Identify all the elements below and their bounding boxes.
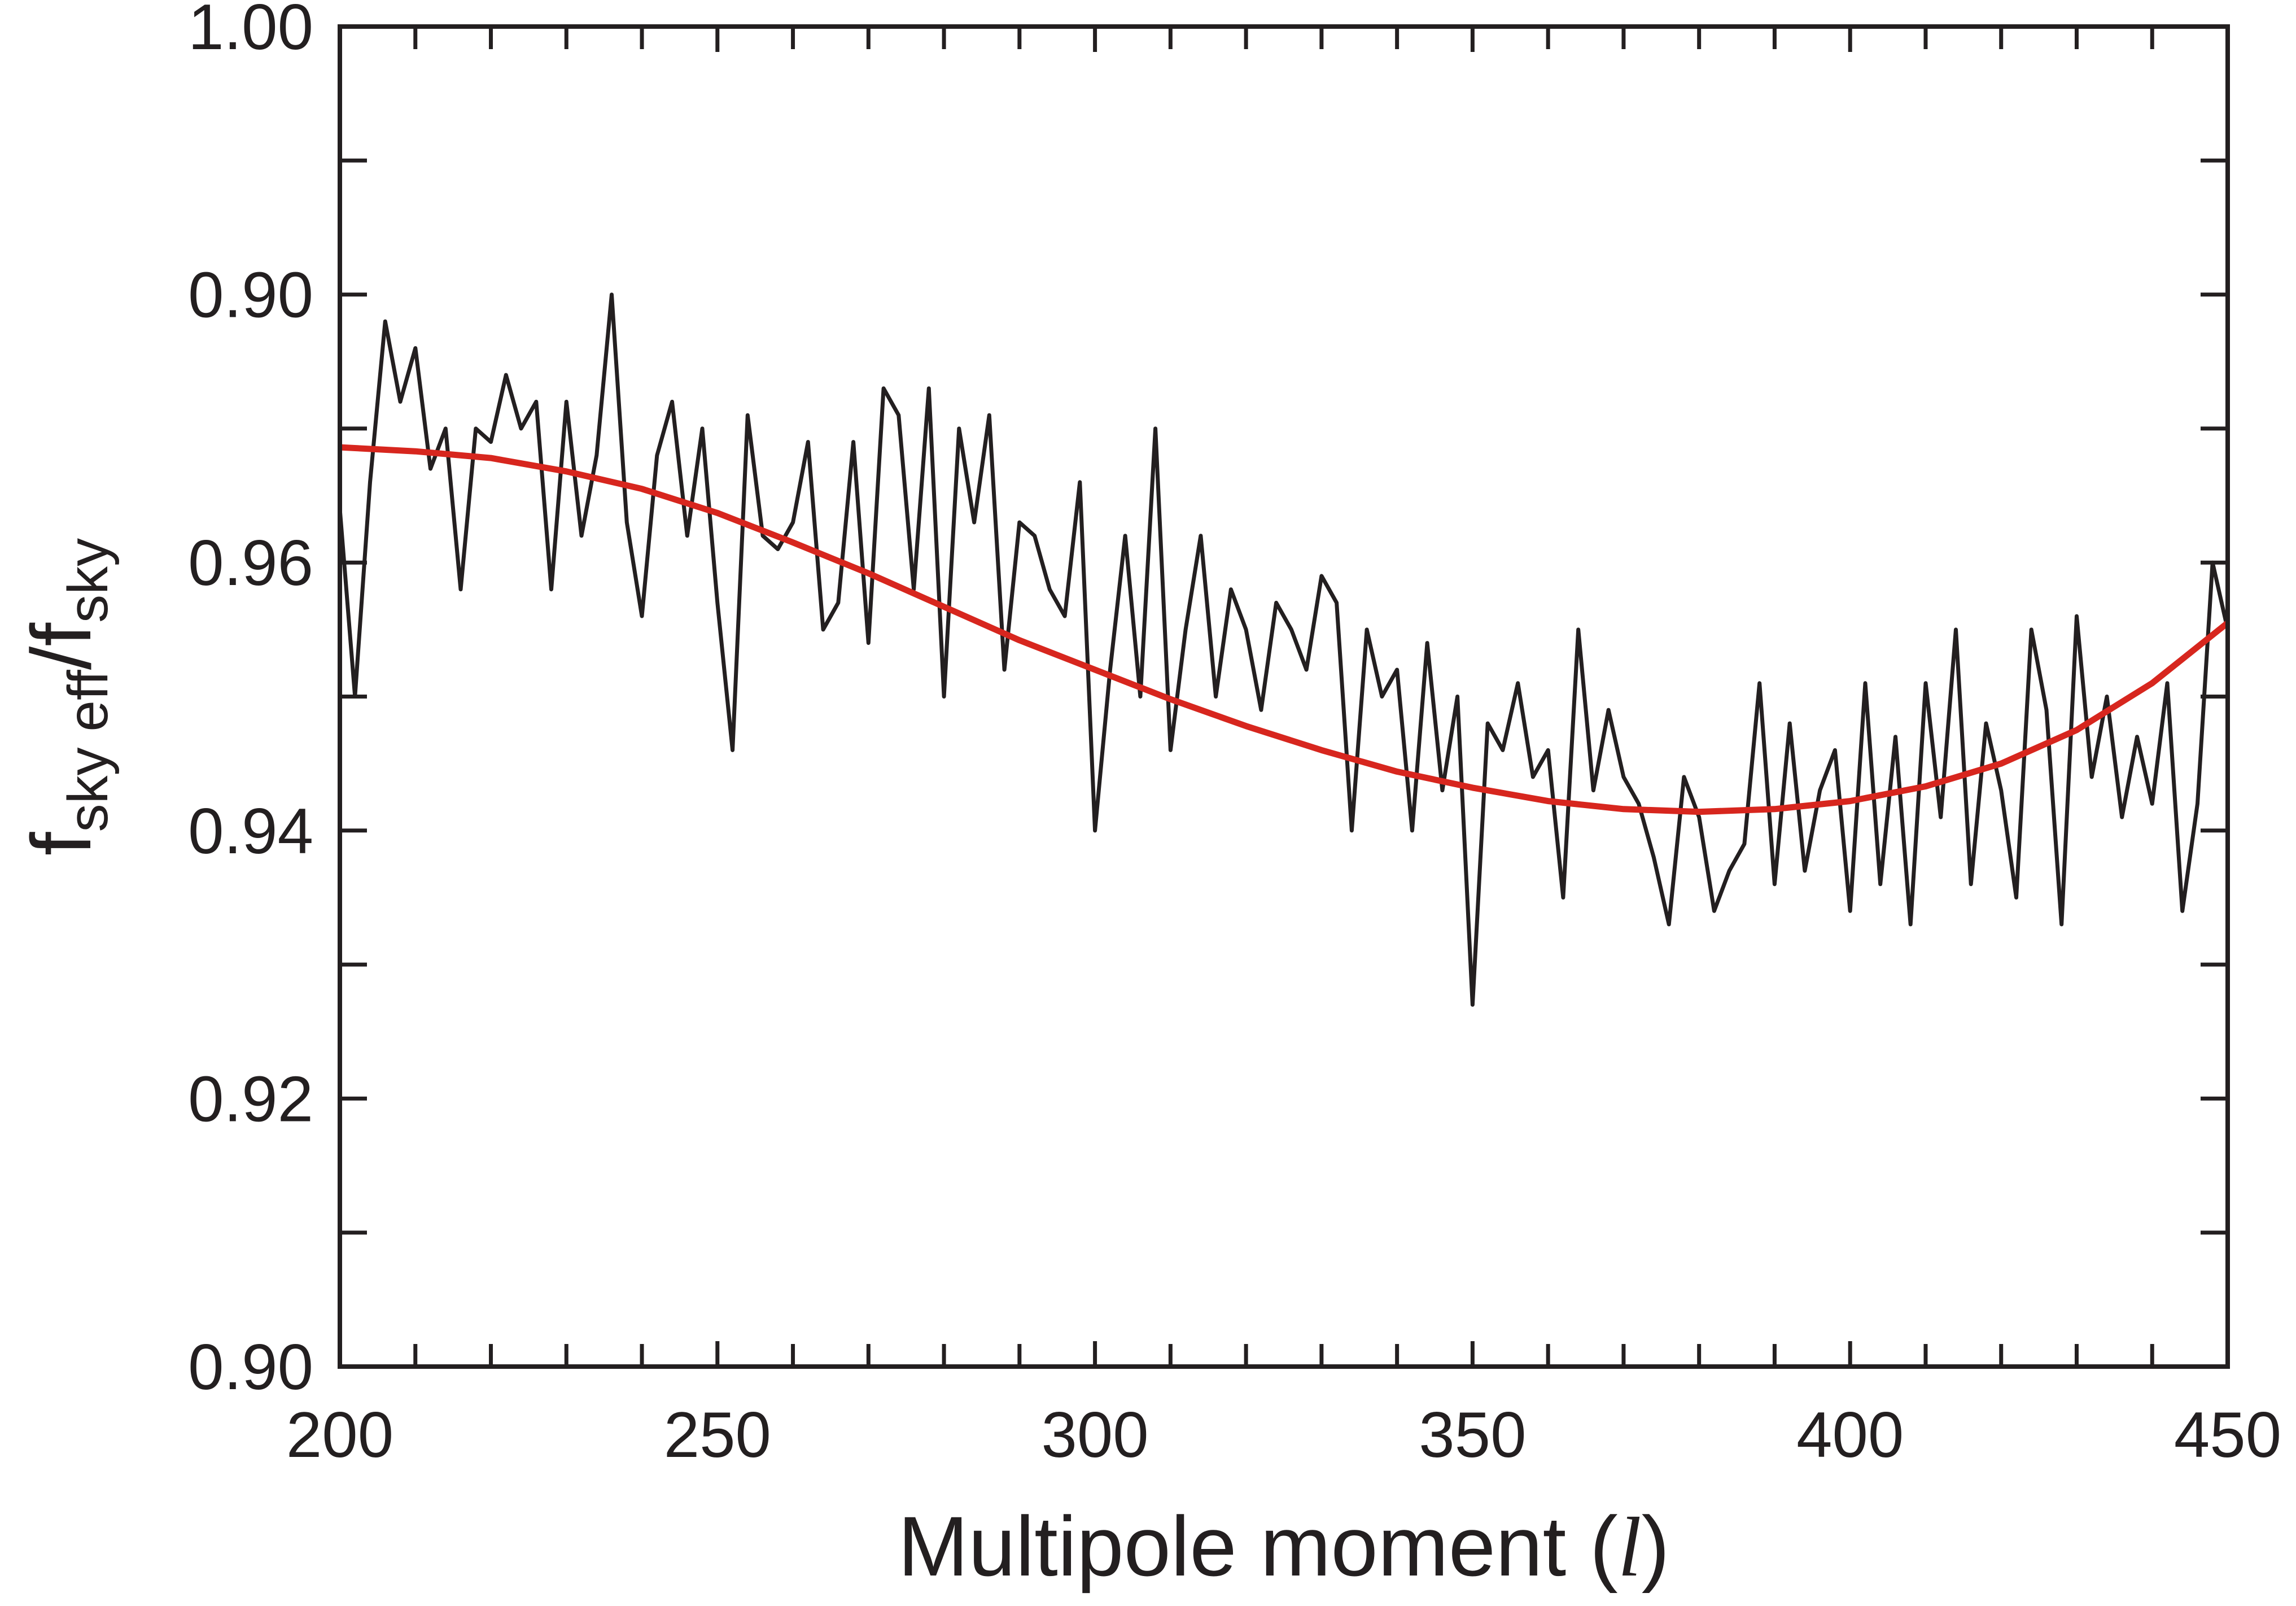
y-tick-label: 0.94 (188, 796, 313, 867)
y-tick-label: 1.00 (188, 0, 313, 63)
plot-frame (338, 24, 2230, 1369)
y-label-subscript: sky eff (56, 670, 120, 832)
y-tick-label: 0.92 (188, 1063, 313, 1135)
y-label-text: f (14, 832, 108, 856)
data-line (339, 444, 2230, 815)
y-label-text: /f (14, 623, 108, 670)
x-label-text: ) (1642, 1499, 1670, 1594)
y-axis-label: fsky eff/fsky (14, 538, 120, 856)
y-tick-label: 0.96 (188, 527, 313, 599)
x-axis-label: Multipole moment (l) (898, 1499, 1669, 1594)
x-label-symbol: l (1618, 1500, 1642, 1594)
x-tick-label: 400 (1796, 1399, 1904, 1471)
y-tick-label: 0.90 (188, 260, 313, 331)
x-tick-label: 350 (1419, 1399, 1526, 1471)
x-tick-label: 300 (1041, 1399, 1148, 1471)
x-tick-label: 250 (664, 1399, 771, 1471)
data-line (338, 293, 2230, 1007)
y-label-subscript: sky (56, 538, 120, 623)
x-tick-label: 200 (286, 1399, 393, 1471)
y-tick-label: 0.90 (188, 1332, 313, 1403)
x-label-text: Multipole moment ( (898, 1499, 1617, 1594)
x-tick-label: 450 (2174, 1399, 2281, 1471)
